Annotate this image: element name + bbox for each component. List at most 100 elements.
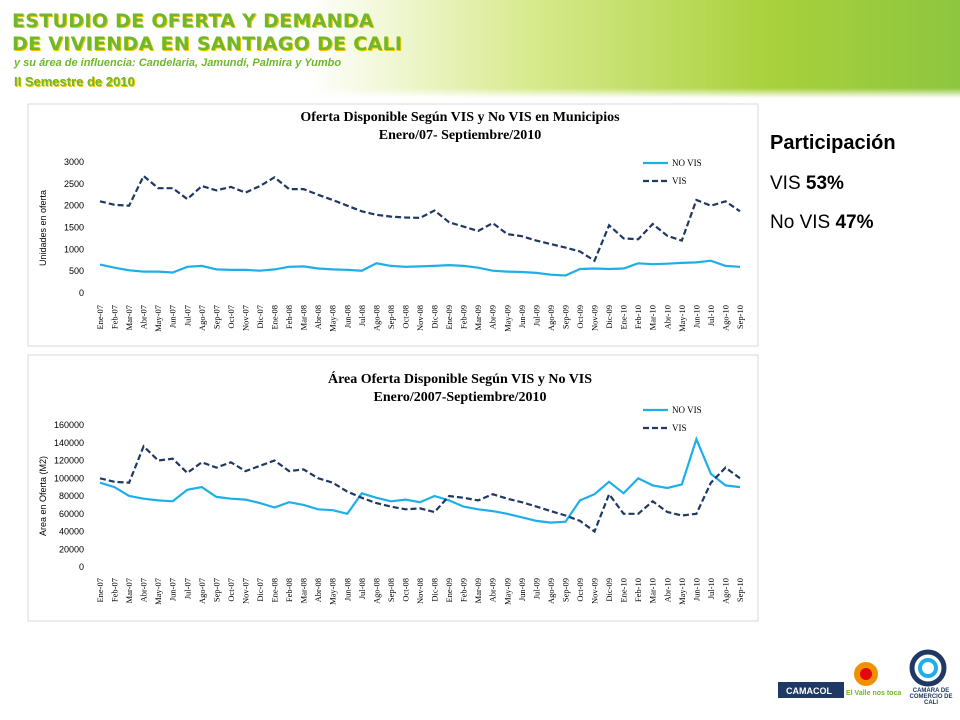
chart-panel [27,103,759,347]
x-tick-label: May-10 [677,305,687,332]
y-tick-label: 100000 [54,473,84,483]
x-tick-label: Oct-07 [226,305,236,329]
x-tick-label: Sep-07 [211,305,221,329]
x-tick-label: Ago-10 [720,578,730,604]
x-tick-label: Jul-09 [531,578,541,599]
chart-subtitle: Enero/2007-Septiembre/2010 [374,390,547,405]
y-axis-label: Area en Oferta (M2) [38,456,48,536]
x-tick-label: Oct-09 [575,578,585,602]
x-tick-label: Ago-08 [371,305,381,331]
x-tick-label: Jul-08 [357,578,367,599]
x-tick-label: Ene-07 [95,305,105,330]
x-tick-label: Sep-09 [560,578,570,602]
x-tick-label: Oct-08 [400,578,410,602]
x-tick-label: Feb-09 [459,578,469,602]
x-tick-label: Jun-08 [342,305,352,328]
x-tick-label: Feb-07 [110,305,120,329]
x-tick-label: Jun-08 [342,578,352,601]
x-tick-label: Mar-09 [473,305,483,330]
logo-text: El Valle nos toca [846,690,902,697]
x-tick-label: May-08 [328,305,338,332]
x-tick-label: Dic-07 [255,578,265,602]
series-line [99,174,741,263]
x-tick-label: May-09 [502,305,512,332]
x-tick-label: Mar-08 [299,305,309,330]
x-tick-label: Mar-07 [124,305,134,330]
x-tick-label: Sep-10 [735,578,745,602]
item-label: No VIS [770,212,831,233]
item-label: VIS [770,173,801,194]
legend-label: NO VIS [672,158,702,168]
legend-label: NO VIS [672,405,702,415]
x-tick-label: Oct-08 [400,305,410,329]
x-tick-label: Oct-07 [226,578,236,602]
sidebar-item: VIS 53% [770,173,896,195]
header-band [0,0,960,98]
x-tick-label: Feb-10 [633,305,643,329]
y-tick-label: 60000 [59,509,84,519]
x-tick-label: Abr-10 [662,578,672,602]
x-tick-label: Ago-08 [371,578,381,604]
x-tick-label: Abr-10 [662,305,672,329]
x-tick-label: Jul-07 [182,578,192,599]
x-tick-label: Dic-08 [430,578,440,602]
x-tick-label: Ene-10 [619,578,629,603]
logo-text: CAMARA DE COMERCIO DE CALI [909,688,953,706]
sidebar: Participación VIS 53% No VIS 47% [770,132,896,251]
x-tick-label: Abr-09 [488,578,498,602]
y-tick-label: 80000 [59,491,84,501]
charts: Oferta Disponible Según VIS y No VIS en … [27,103,759,622]
x-tick-label: Nov-07 [240,578,250,604]
x-tick-label: Ago-07 [197,578,207,604]
chart-panel [27,354,759,622]
logo-camara-inner [918,658,938,678]
x-tick-label: Dic-09 [604,305,614,329]
x-tick-label: Feb-08 [284,578,294,602]
x-tick-label: Jun-10 [691,578,701,601]
x-tick-label: May-09 [502,578,512,605]
y-tick-label: 160000 [54,420,84,430]
x-tick-label: Ene-10 [619,305,629,330]
y-tick-label: 2000 [64,201,84,211]
x-tick-label: May-10 [677,578,687,605]
y-tick-label: 500 [69,266,84,276]
x-tick-label: Nov-08 [415,305,425,331]
item-value: 47% [835,212,874,233]
x-tick-label: Jun-09 [517,305,527,328]
x-tick-label: Abr-09 [488,305,498,329]
x-tick-label: Oct-09 [575,305,585,329]
y-tick-label: 140000 [54,438,84,448]
x-tick-label: Sep-08 [386,305,396,329]
y-tick-label: 20000 [59,544,84,554]
x-tick-label: Abr-08 [313,305,323,329]
y-tick-label: 1000 [64,244,84,254]
x-tick-label: Nov-09 [590,305,600,331]
y-axis-label: Unidades en oferta [38,190,48,266]
x-tick-label: Jul-08 [357,305,367,326]
y-tick-label: 40000 [59,527,84,537]
x-tick-label: Sep-08 [386,578,396,602]
x-tick-label: Jul-10 [706,305,716,326]
legend-label: VIS [672,423,687,433]
legend-label: VIS [672,176,687,186]
series-line [99,259,741,277]
x-tick-label: Jun-07 [168,578,178,601]
x-tick-label: Ene-09 [444,305,454,330]
x-tick-label: Abr-07 [139,578,149,602]
x-tick-label: Nov-07 [240,305,250,331]
x-tick-label: Abr-07 [139,305,149,329]
chart-subtitle: Enero/07- Septiembre/2010 [379,128,541,143]
sidebar-item: No VIS 47% [770,212,896,234]
logo-camara [909,649,947,687]
x-tick-label: Feb-10 [633,578,643,602]
x-tick-label: Jun-10 [691,305,701,328]
x-tick-label: Mar-08 [299,578,309,603]
x-tick-label: Ene-08 [270,578,280,603]
x-tick-label: Ene-09 [444,578,454,603]
y-tick-label: 0 [79,562,84,572]
x-tick-label: Mar-10 [648,578,658,603]
x-tick-label: Sep-10 [735,305,745,329]
y-tick-label: 2500 [64,179,84,189]
chart-title: Área Oferta Disponible Según VIS y No VI… [328,370,592,387]
y-tick-label: 120000 [54,456,84,466]
